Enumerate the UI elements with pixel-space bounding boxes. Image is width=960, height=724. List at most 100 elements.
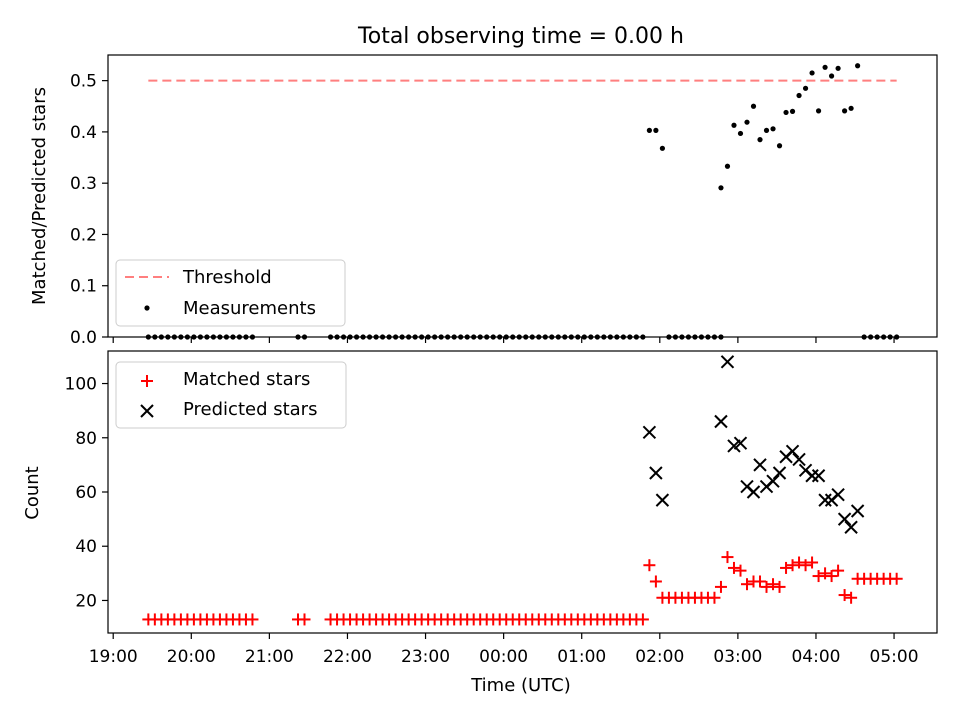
matched-star-point: [734, 564, 747, 577]
matched-star-point: [714, 580, 727, 593]
measurement-point: [815, 108, 822, 114]
measurement-point: [855, 63, 861, 69]
bottom-y-tick-label: 60: [75, 483, 97, 503]
measurement-point: [646, 127, 652, 133]
matched-star-point: [643, 559, 656, 572]
x-axis-label: Time (UTC): [470, 675, 571, 696]
top-legend: Threshold Measurements: [115, 259, 346, 327]
matched-star-points: [142, 551, 903, 626]
predicted-star-point: [772, 466, 787, 480]
bottom-y-tick-label: 80: [75, 429, 97, 449]
top-y-tick-label: 0.3: [70, 174, 97, 194]
predicted-star-point: [785, 444, 800, 459]
predicted-star-point: [746, 485, 761, 499]
predicted-star-point: [818, 493, 832, 507]
predicted-star-point: [792, 452, 806, 467]
measurement-point: [659, 145, 666, 151]
matched-star-point: [793, 556, 806, 569]
bottom-legend-box: [115, 361, 347, 429]
measurement-point: [783, 109, 789, 116]
matched-star-point: [740, 578, 753, 591]
measurement-point: [848, 105, 854, 111]
x-tick-label: 22:00: [323, 647, 372, 667]
measurement-point: [744, 119, 750, 125]
matched-star-point: [832, 564, 845, 577]
bottom-y-tick-label: 100: [65, 375, 97, 395]
matched-star-point: [773, 580, 786, 593]
x-tick-label: 19:00: [89, 647, 138, 667]
x-tick-label: 21:00: [245, 647, 294, 667]
matched-star-point: [708, 591, 721, 604]
top-x-ticks: [112, 337, 895, 343]
measurement-point: [718, 185, 724, 191]
predicted-star-point: [649, 466, 663, 480]
predicted-star-point: [831, 488, 845, 502]
matched-star-point: [845, 591, 858, 604]
measurement-point: [802, 85, 809, 91]
matched-star-point: [298, 613, 311, 626]
bottom-plot-frame: [107, 350, 938, 634]
x-tick-label: 01:00: [557, 647, 606, 667]
matched-star-point: [727, 561, 740, 574]
matched-star-point: [799, 559, 812, 572]
legend-matched-swatch: [141, 375, 153, 387]
top-y-ticks: 0.0 0.1 0.2 0.3 0.4 0.5: [70, 72, 108, 348]
matched-star-point: [760, 580, 773, 593]
predicted-star-point: [766, 474, 780, 488]
predicted-star-point: [753, 458, 767, 472]
measurement-point: [724, 163, 731, 169]
predicted-star-point: [720, 355, 735, 369]
measurement-point: [653, 127, 659, 133]
top-y-axis-label: Matched/Predicted stars: [29, 87, 50, 305]
top-y-tick-label: 0.2: [70, 225, 97, 245]
measurement-point: [763, 127, 770, 133]
legend-predicted-label: Predicted stars: [183, 399, 317, 420]
chart-title: Total observing time = 0.00 h: [357, 24, 684, 49]
top-y-tick-label: 0.4: [70, 123, 97, 143]
matched-star-point: [812, 570, 825, 583]
measurement-point: [757, 137, 763, 143]
x-tick-label: 00:00: [479, 647, 528, 667]
bottom-x-ticks: 19:00 20:00 21:00 22:00 23:00 00:00 01:00 02:00…: [89, 633, 919, 667]
matched-star-point: [754, 575, 767, 588]
measurement-point: [835, 65, 841, 71]
predicted-star-point: [844, 520, 858, 534]
measurement-point: [822, 64, 828, 70]
measurement-point: [828, 73, 835, 79]
x-tick-label: 05:00: [870, 647, 919, 667]
measurement-point: [731, 122, 737, 128]
measurement-point: [809, 70, 815, 76]
x-tick-label: 02:00: [635, 647, 684, 667]
legend-matched-label: Matched stars: [183, 369, 310, 390]
matched-star-point: [246, 613, 259, 626]
x-tick-label: 23:00: [401, 647, 450, 667]
predicted-star-point: [733, 436, 748, 450]
x-tick-label: 20:00: [167, 647, 216, 667]
matched-star-point: [649, 575, 662, 588]
predicted-star-points: [642, 355, 865, 534]
measurement-point: [770, 126, 776, 132]
bottom-y-ticks: 20 40 60 80 100: [65, 375, 108, 611]
measurement-point: [841, 108, 848, 114]
legend-measurements-swatch: [144, 305, 150, 311]
bottom-panel: 20 40 60 80 100 19:00 20:00 21:00 22:00 23:00 00:…: [22, 350, 938, 696]
top-y-tick-label: 0.0: [70, 328, 97, 348]
matched-star-point: [767, 578, 780, 591]
matched-star-point: [890, 572, 903, 585]
measurement-point: [789, 108, 796, 114]
matched-star-point: [825, 570, 838, 583]
matched-star-point: [786, 559, 799, 572]
matched-star-point: [806, 556, 819, 569]
measurement-point: [796, 92, 802, 99]
top-y-tick-label: 0.5: [70, 72, 97, 92]
bottom-y-tick-label: 20: [75, 591, 97, 611]
predicted-star-point: [811, 469, 826, 483]
predicted-star-point: [805, 469, 819, 483]
predicted-star-point: [655, 493, 670, 507]
measurement-point: [776, 143, 783, 149]
bottom-legend: Matched stars Predicted stars: [115, 361, 347, 429]
matched-star-point: [780, 561, 793, 574]
legend-predicted-swatch: [140, 404, 154, 418]
matched-star-point: [636, 613, 649, 626]
